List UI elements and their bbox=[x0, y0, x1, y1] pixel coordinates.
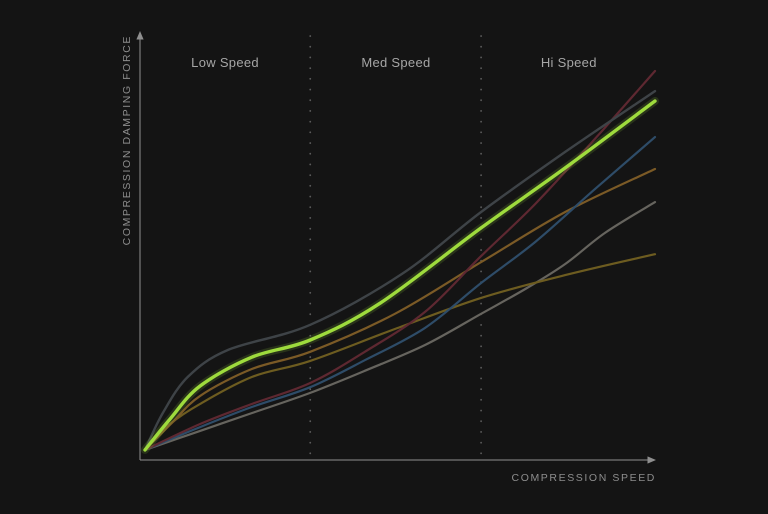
curve-maroon bbox=[143, 69, 657, 451]
curves-layer bbox=[141, 69, 659, 454]
curve-blue bbox=[143, 136, 657, 451]
x-axis-title: COMPRESSION SPEED bbox=[512, 472, 656, 484]
zone-label-low-speed: Low Speed bbox=[191, 55, 259, 70]
y-axis-arrow-icon bbox=[136, 31, 144, 40]
curve-highlight-lime bbox=[143, 99, 657, 452]
curve-gray-dark bbox=[143, 89, 657, 452]
axes bbox=[136, 31, 656, 464]
curve-olive bbox=[143, 253, 657, 451]
x-axis-arrow-icon bbox=[647, 456, 656, 464]
zone-label-med-speed: Med Speed bbox=[361, 55, 430, 70]
y-axis-title: COMPRESSION DAMPING FORCE bbox=[121, 35, 133, 245]
curve-orange-brown bbox=[143, 167, 657, 451]
zone-label-hi-speed: Hi Speed bbox=[541, 55, 597, 70]
curve-gray-light bbox=[143, 201, 657, 451]
